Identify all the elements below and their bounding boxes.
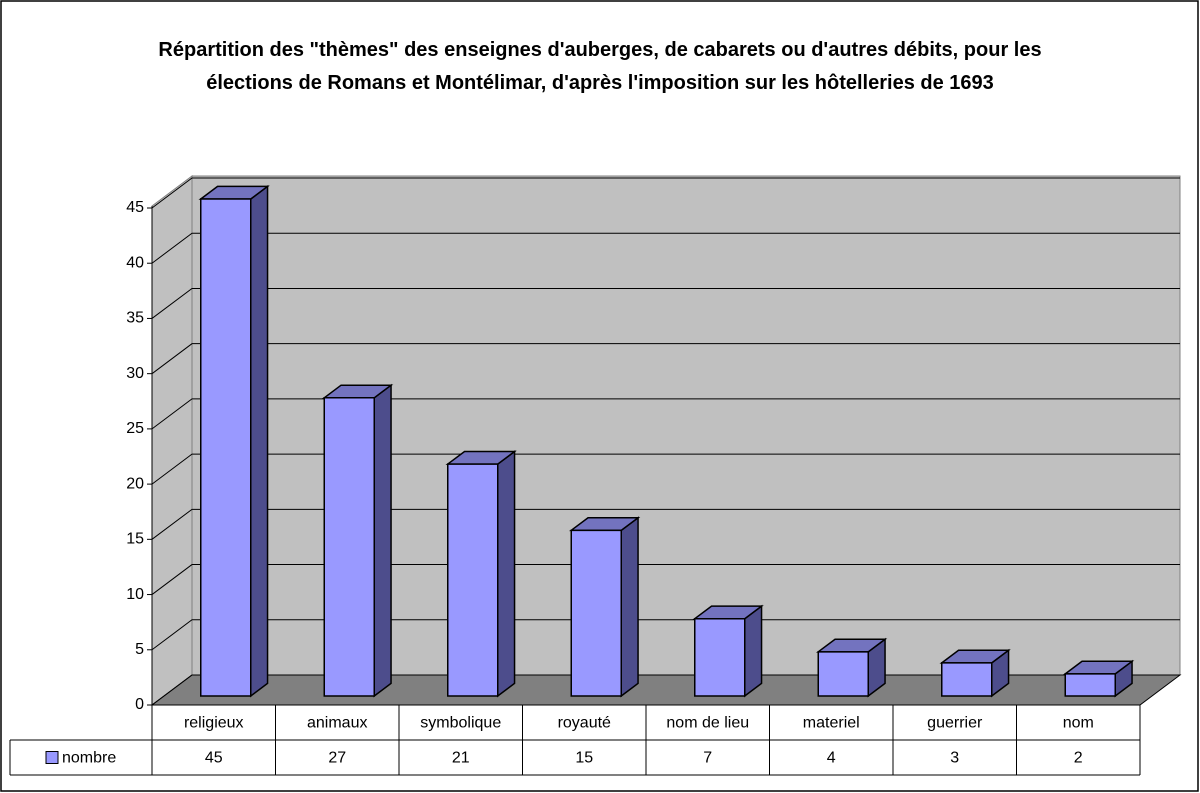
grid-line [151, 508, 1180, 540]
bar-side [620, 516, 639, 698]
y-tick-label: 35 [126, 310, 144, 327]
bar-side [744, 604, 763, 698]
grid-line [151, 232, 1180, 264]
bar [815, 637, 888, 698]
bar [445, 449, 517, 698]
y-tick-label: 10 [126, 586, 144, 603]
table-value: 7 [703, 750, 712, 767]
bar [692, 604, 764, 698]
x-tick-label: nom [1063, 715, 1094, 732]
table-value: 2 [1074, 750, 1083, 767]
y-tick-label: 5 [135, 641, 144, 658]
table-value: 27 [328, 750, 346, 767]
side-wall [151, 175, 193, 706]
bar-front [447, 463, 499, 697]
y-tick-label: 15 [126, 531, 144, 548]
y-tick-label: 20 [126, 475, 144, 492]
bar-front [1064, 673, 1116, 697]
table-value: 3 [950, 750, 959, 767]
x-tick-label: guerrier [927, 715, 983, 732]
grid-line [151, 619, 1180, 651]
grid-line [151, 343, 1180, 375]
table-value: 45 [205, 750, 223, 767]
grid-line [151, 287, 1180, 319]
y-tick-label: 25 [126, 420, 144, 437]
x-tick-label: royauté [558, 715, 611, 732]
y-tick-label: 40 [126, 254, 144, 271]
bar-front [200, 198, 252, 697]
x-tick-label: religieux [184, 715, 244, 732]
grid-line [151, 177, 1180, 209]
grid-line [151, 564, 1180, 595]
x-tick-label: symbolique [420, 715, 501, 732]
grid-line [151, 453, 1180, 485]
y-tick-label: 45 [126, 199, 144, 216]
x-tick-label: materiel [803, 715, 860, 732]
grid-line [151, 398, 1180, 430]
y-tick-label: 0 [135, 696, 144, 713]
bar-front [817, 651, 869, 697]
floor [150, 674, 1182, 706]
bar-front [694, 617, 746, 697]
chart-title: Répartition des "thèmes" des enseignes d… [158, 39, 1042, 94]
x-tick-label: animaux [307, 715, 367, 732]
bar [198, 184, 270, 698]
legend-label: nombre [62, 750, 116, 767]
table-value: 15 [575, 750, 593, 767]
bar [1063, 659, 1135, 698]
bar [568, 516, 641, 698]
x-tick-label: nom de lieu [666, 715, 749, 732]
bar-side [373, 383, 392, 698]
table-value: 4 [827, 750, 836, 767]
bar-front [323, 397, 375, 697]
bar-side [250, 184, 269, 698]
bar-front [570, 529, 622, 697]
bar-front [941, 662, 993, 697]
y-tick-label: 30 [126, 365, 144, 382]
table-value: 21 [452, 750, 470, 767]
legend-key [45, 751, 59, 764]
bar [939, 648, 1011, 698]
bar-side [497, 449, 516, 698]
bar [321, 383, 394, 698]
